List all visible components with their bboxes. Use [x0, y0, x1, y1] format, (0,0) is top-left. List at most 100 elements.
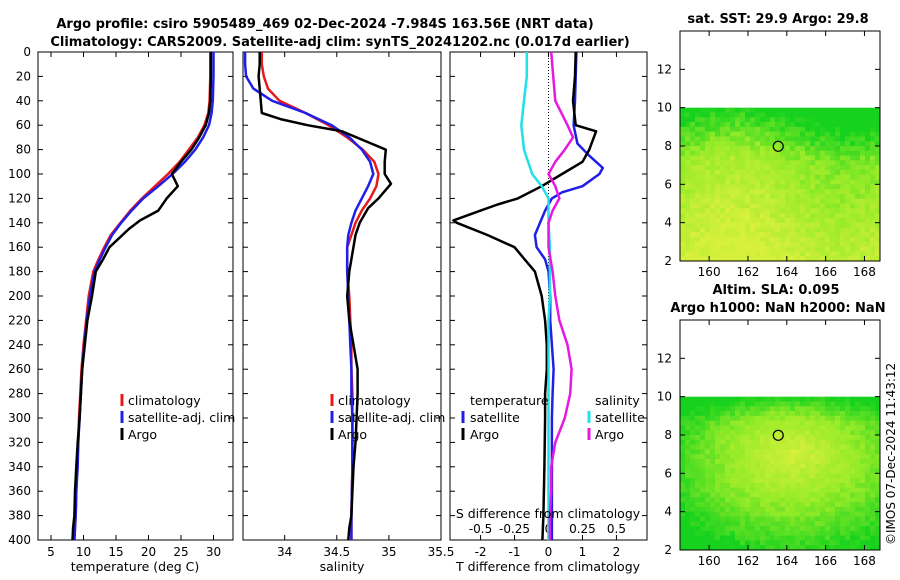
- heatmap-cell: [870, 396, 876, 402]
- heatmap-cell: [730, 112, 736, 118]
- heatmap-cell: [740, 160, 746, 166]
- heatmap-cell: [730, 107, 736, 113]
- heatmap-cell: [785, 497, 791, 503]
- heatmap-cell: [750, 150, 756, 156]
- heatmap-cell: [785, 112, 791, 118]
- heatmap-cell: [800, 208, 806, 214]
- heatmap-cell: [840, 425, 846, 431]
- heatmap-cell: [770, 193, 776, 200]
- heatmap-cell: [845, 198, 851, 204]
- heatmap-cell: [850, 506, 856, 513]
- heatmap-cell: [830, 193, 836, 200]
- heatmap-cell: [785, 425, 791, 431]
- heatmap-cell: [790, 126, 796, 133]
- heatmap-cell: [700, 117, 706, 123]
- heatmap-cell: [795, 396, 801, 402]
- heatmap-cell: [735, 468, 741, 474]
- heatmap-cell: [835, 545, 841, 551]
- heatmap-cell: [780, 160, 786, 166]
- heatmap-cell: [740, 473, 746, 479]
- heatmap-cell: [855, 256, 861, 262]
- heatmap-cell: [745, 492, 751, 498]
- heatmap-cell: [690, 217, 696, 224]
- heatmap-cell: [775, 516, 781, 522]
- heatmap-cell: [750, 107, 756, 113]
- heatmap-cell: [685, 107, 691, 113]
- heatmap-cell: [845, 444, 851, 450]
- heatmap-cell: [740, 435, 746, 441]
- heatmap-cell: [700, 251, 706, 257]
- heatmap-cell: [755, 545, 761, 551]
- heatmap-cell: [710, 463, 716, 469]
- heatmap-cell: [860, 241, 866, 248]
- heatmap-cell: [740, 411, 746, 417]
- heatmap-cell: [740, 237, 746, 243]
- heatmap-cell: [870, 107, 876, 113]
- heatmap-cell: [760, 516, 766, 522]
- heatmap-cell: [795, 122, 801, 128]
- heatmap-cell: [690, 146, 696, 152]
- heatmap-cell: [860, 439, 866, 445]
- heatmap-cell: [685, 222, 691, 228]
- heatmap-cell: [850, 246, 856, 252]
- heatmap-cell: [720, 155, 726, 161]
- heatmap-cell: [750, 213, 756, 219]
- heatmap-cell: [710, 126, 716, 133]
- heatmap-cell: [785, 131, 791, 137]
- heatmap-cell: [740, 444, 746, 450]
- depth-tick-label: 120: [8, 191, 31, 205]
- heatmap-cell: [770, 136, 776, 142]
- heatmap-cell: [695, 545, 701, 551]
- heatmap-cell: [780, 136, 786, 142]
- heatmap-cell: [840, 251, 846, 257]
- heatmap-cell: [730, 526, 736, 532]
- heatmap-cell: [700, 203, 706, 209]
- heatmap-cell: [755, 222, 761, 228]
- heatmap-cell: [765, 117, 771, 123]
- heatmap-cell: [850, 160, 856, 166]
- heatmap-cell: [865, 454, 871, 460]
- heatmap-cell: [860, 530, 866, 537]
- heatmap-cell: [850, 449, 856, 455]
- heatmap-cell: [695, 155, 701, 161]
- heatmap-cell: [810, 521, 816, 527]
- heatmap-cell: [695, 420, 701, 426]
- heatmap-cell: [710, 540, 716, 546]
- heatmap-cell: [775, 415, 781, 422]
- heatmap-cell: [875, 458, 881, 465]
- heatmap-cell: [875, 208, 881, 214]
- heatmap-cell: [845, 487, 851, 493]
- heatmap-cell: [780, 545, 786, 551]
- heatmap-cell: [870, 492, 876, 498]
- heatmap-cell: [810, 545, 816, 551]
- heatmap-cell: [835, 478, 841, 484]
- heatmap-cell: [825, 435, 831, 441]
- heatmap-cell: [775, 227, 781, 233]
- depth-tick-label: 140: [8, 216, 31, 230]
- heatmap-cell: [745, 232, 751, 238]
- heatmap-cell: [860, 492, 866, 498]
- heatmap-cell: [865, 213, 871, 219]
- heatmap-cell: [690, 487, 696, 493]
- heatmap-cell: [805, 165, 811, 171]
- heatmap-cell: [735, 160, 741, 166]
- heatmap-cell: [785, 454, 791, 460]
- heatmap-cell: [715, 535, 721, 541]
- heatmap-cell: [800, 198, 806, 204]
- heatmap-cell: [845, 497, 851, 503]
- heatmap-cell: [715, 136, 721, 142]
- heatmap-cell: [685, 444, 691, 450]
- heatmap-cell: [830, 208, 836, 214]
- s-diff-tick-label: -0.5: [469, 522, 492, 536]
- heatmap-cell: [730, 439, 736, 445]
- heatmap-cell: [860, 117, 866, 123]
- heatmap-cell: [725, 169, 731, 176]
- heatmap-cell: [705, 227, 711, 233]
- heatmap-cell: [705, 526, 711, 532]
- heatmap-cell: [820, 444, 826, 450]
- heatmap-cell: [800, 420, 806, 426]
- heatmap-cell: [765, 487, 771, 493]
- heatmap-cell: [855, 535, 861, 541]
- temperature-panel: 5 10 15 20 25 3002040608010012014016018020022…: [8, 45, 235, 574]
